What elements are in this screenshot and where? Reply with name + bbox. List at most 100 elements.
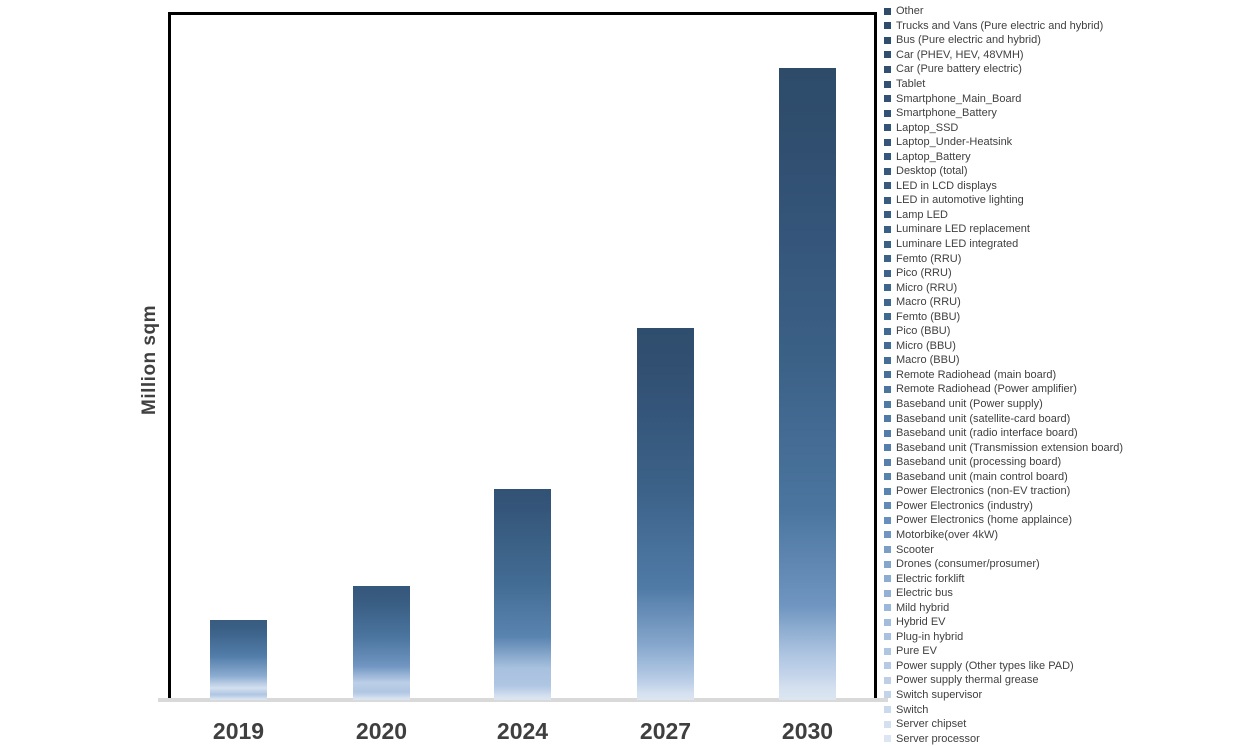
legend-item: Mild hybrid xyxy=(884,600,1244,615)
legend-label: Power Electronics (home applaince) xyxy=(896,514,1073,527)
legend-swatch-icon xyxy=(884,516,891,524)
legend-label: LED in LCD displays xyxy=(896,179,997,192)
legend-swatch-icon xyxy=(884,735,891,743)
legend-swatch-icon xyxy=(884,255,891,263)
legend-label: Switch supervisor xyxy=(896,688,983,701)
legend-swatch-icon xyxy=(884,531,891,539)
legend-item: Motorbike(over 4kW) xyxy=(884,528,1244,543)
legend-swatch-icon xyxy=(884,429,891,437)
x-axis-line xyxy=(158,698,888,702)
legend-item: Switch supervisor xyxy=(884,688,1244,703)
legend-label: LED in automotive lighting xyxy=(896,194,1024,207)
legend-label: Electric bus xyxy=(896,587,953,600)
legend-label: Baseband unit (Transmission extension bo… xyxy=(896,441,1124,454)
legend-item: Server chipset xyxy=(884,717,1244,732)
legend-label: Macro (RRU) xyxy=(896,296,961,309)
legend-label: Remote Radiohead (Power amplifier) xyxy=(896,383,1077,396)
legend-item: Pico (BBU) xyxy=(884,324,1244,339)
legend-item: Macro (RRU) xyxy=(884,295,1244,310)
legend-item: Micro (BBU) xyxy=(884,339,1244,354)
legend-label: Bus (Pure electric and hybrid) xyxy=(896,34,1041,47)
legend-item: Baseband unit (Power supply) xyxy=(884,397,1244,412)
legend-item: Femto (RRU) xyxy=(884,251,1244,266)
legend-label: Baseband unit (satellite-card board) xyxy=(896,412,1071,425)
legend-item: Hybrid EV xyxy=(884,615,1244,630)
legend-swatch-icon xyxy=(884,7,891,15)
legend-label: Scooter xyxy=(896,543,934,556)
legend-label: Car (PHEV, HEV, 48VMH) xyxy=(896,48,1024,61)
x-tick-label-2020: 2020 xyxy=(355,718,408,744)
legend-item: Smartphone_Battery xyxy=(884,106,1244,121)
legend-item: Bus (Pure electric and hybrid) xyxy=(884,33,1244,48)
x-tick-label-2024: 2024 xyxy=(496,718,549,744)
legend-swatch-icon xyxy=(884,706,891,714)
legend-swatch-icon xyxy=(884,124,891,132)
legend-label: Power supply (Other types like PAD) xyxy=(896,659,1074,672)
legend-swatch-icon xyxy=(884,458,891,466)
legend-swatch-icon xyxy=(884,575,891,583)
legend-swatch-icon xyxy=(884,415,891,423)
legend-swatch-icon xyxy=(884,36,891,44)
legend-swatch-icon xyxy=(884,182,891,190)
legend-swatch-icon xyxy=(884,487,891,495)
legend-label: Smartphone_Battery xyxy=(896,107,997,120)
legend-label: Car (Pure battery electric) xyxy=(896,63,1022,76)
legend-swatch-icon xyxy=(884,269,891,277)
legend-label: Pure EV xyxy=(896,645,937,658)
legend-swatch-icon xyxy=(884,167,891,175)
stacked-bar-2027 xyxy=(637,328,694,700)
stacked-bar-2020 xyxy=(353,586,410,700)
legend-label: Mild hybrid xyxy=(896,601,950,614)
legend-swatch-icon xyxy=(884,327,891,335)
legend-swatch-icon xyxy=(884,560,891,568)
legend-swatch-icon xyxy=(884,95,891,103)
legend-label: Power Electronics (non-EV traction) xyxy=(896,485,1071,498)
legend-item: Desktop (total) xyxy=(884,164,1244,179)
legend-item: Power Electronics (industry) xyxy=(884,499,1244,514)
legend-label: Desktop (total) xyxy=(896,165,968,178)
legend-label: Power Electronics (industry) xyxy=(896,499,1033,512)
stacked-bar-2019 xyxy=(210,620,267,700)
legend-swatch-icon xyxy=(884,80,891,88)
legend-label: Lamp LED xyxy=(896,208,948,221)
legend-swatch-icon xyxy=(884,371,891,379)
legend-item: Electric bus xyxy=(884,586,1244,601)
legend-swatch-icon xyxy=(884,109,891,117)
legend-label: Luminare LED replacement xyxy=(896,223,1030,236)
legend-label: Server chipset xyxy=(896,718,967,731)
legend-label: Drones (consumer/prosumer) xyxy=(896,558,1040,571)
legend-swatch-icon xyxy=(884,342,891,350)
legend-label: Trucks and Vans (Pure electric and hybri… xyxy=(896,19,1104,32)
legend-label: Server processor xyxy=(896,732,980,745)
legend-swatch-icon xyxy=(884,473,891,481)
legend-item: Car (Pure battery electric) xyxy=(884,62,1244,77)
stacked-bar-2030 xyxy=(779,68,836,700)
legend-label: Plug-in hybrid xyxy=(896,630,964,643)
legend-label: Baseband unit (radio interface board) xyxy=(896,427,1078,440)
legend-swatch-icon xyxy=(884,385,891,393)
legend-item: Baseband unit (Transmission extension bo… xyxy=(884,440,1244,455)
legend-swatch-icon xyxy=(884,51,891,59)
legend-label: Remote Radiohead (main board) xyxy=(896,368,1057,381)
legend-label: Pico (BBU) xyxy=(896,325,951,338)
stacked-bar-2024 xyxy=(494,489,551,700)
legend-item: Pure EV xyxy=(884,644,1244,659)
legend-item: Power Electronics (home applaince) xyxy=(884,513,1244,528)
legend-item: Car (PHEV, HEV, 48VMH) xyxy=(884,48,1244,63)
legend-label: Baseband unit (processing board) xyxy=(896,456,1062,469)
legend-swatch-icon xyxy=(884,313,891,321)
legend-swatch-icon xyxy=(884,356,891,364)
legend-swatch-icon xyxy=(884,502,891,510)
legend-item: Pico (RRU) xyxy=(884,266,1244,281)
legend-item: Power supply thermal grease xyxy=(884,673,1244,688)
legend-item: LED in automotive lighting xyxy=(884,193,1244,208)
legend-item: Luminare LED replacement xyxy=(884,222,1244,237)
legend-swatch-icon xyxy=(884,691,891,699)
legend-item: Laptop_SSD xyxy=(884,120,1244,135)
chart-legend: Other Trucks and Vans (Pure electric and … xyxy=(884,4,1244,746)
x-tick-label-2030: 2030 xyxy=(781,718,834,744)
legend-label: Motorbike(over 4kW) xyxy=(896,528,999,541)
legend-item: Scooter xyxy=(884,542,1244,557)
legend-swatch-icon xyxy=(884,298,891,306)
